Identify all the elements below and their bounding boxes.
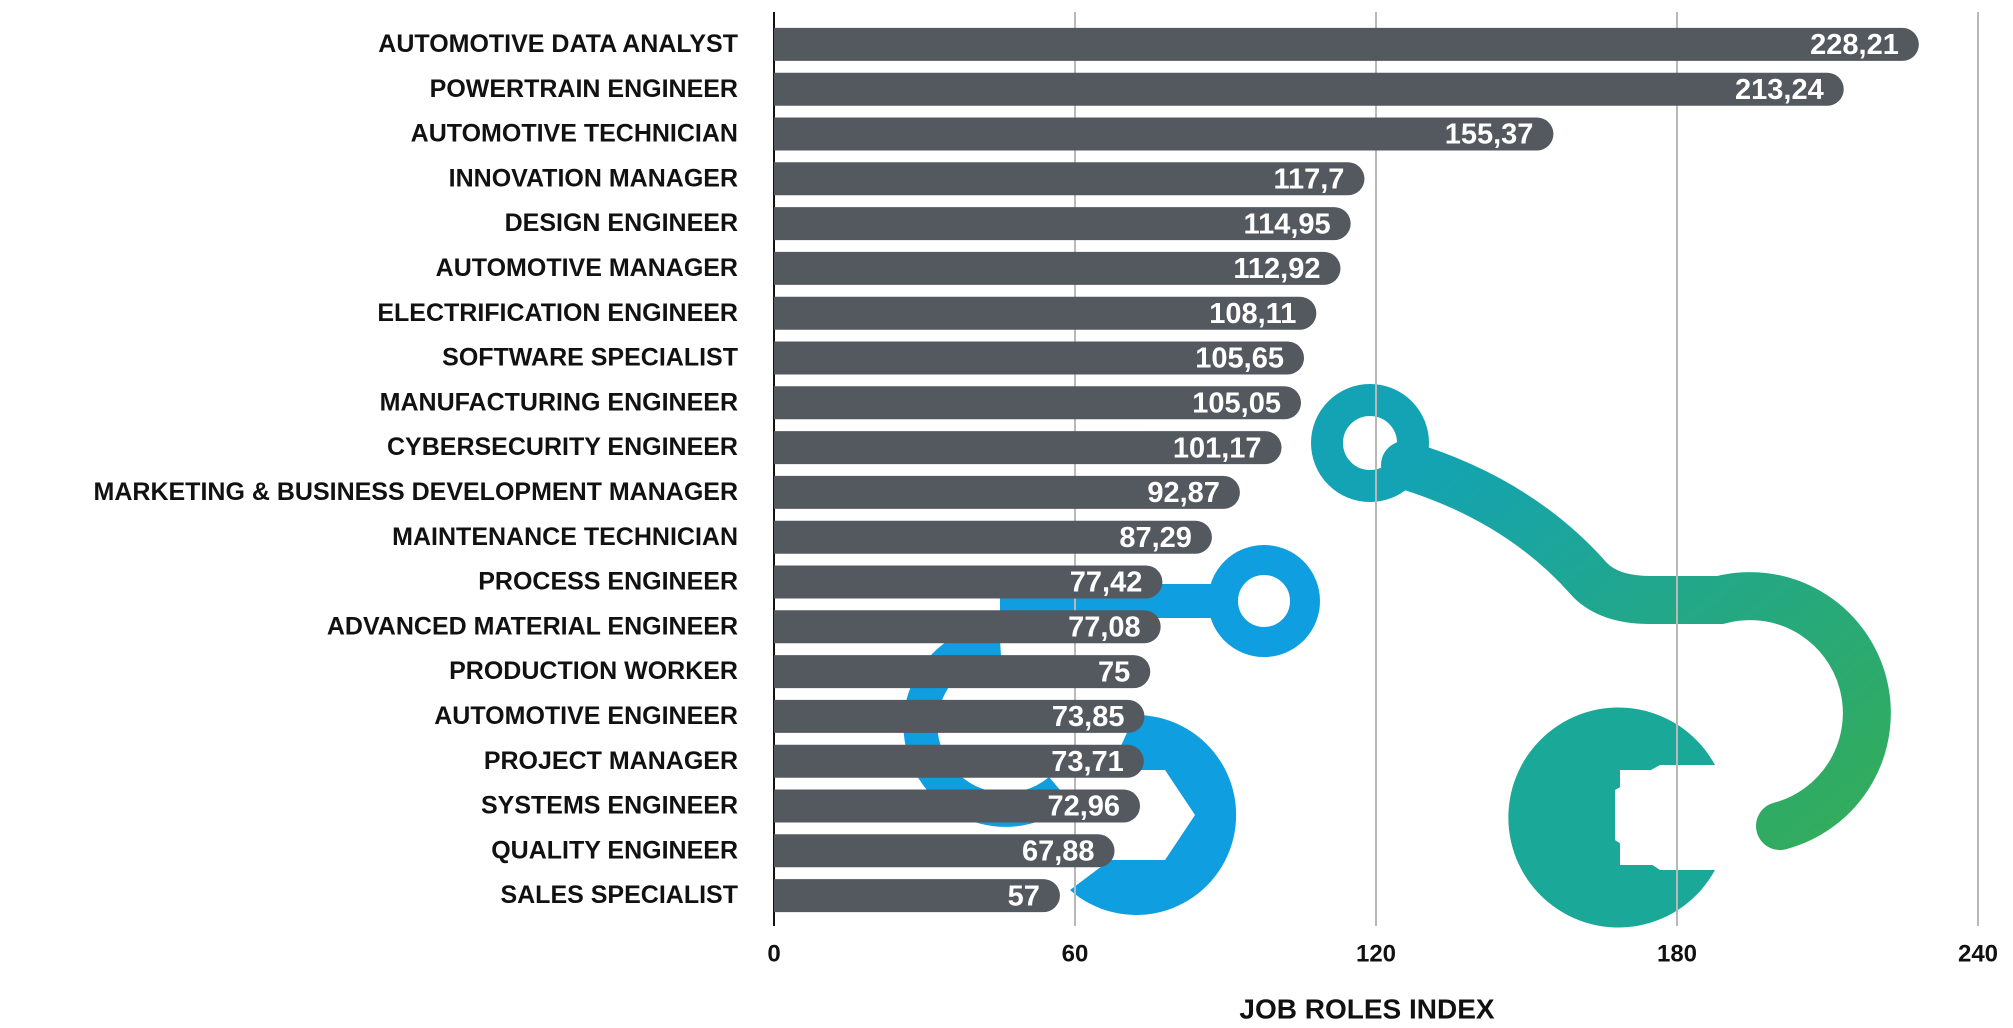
value-label: 101,17 (1173, 432, 1262, 464)
value-label: 105,65 (1195, 343, 1284, 375)
page: {"chart_data": {"type": "bar", "orientat… (0, 0, 2013, 1023)
bar (774, 28, 1919, 61)
value-label: 72,96 (1047, 791, 1120, 823)
value-label: 105,05 (1192, 387, 1281, 419)
bar (774, 655, 1150, 688)
y-tick-label: QUALITY ENGINEER (491, 836, 738, 864)
x-tick-label: 120 (1356, 940, 1396, 967)
bar (774, 118, 1553, 151)
wrench-notch (1620, 770, 1680, 865)
y-tick-label: CYBERSECURITY ENGINEER (387, 433, 738, 461)
x-tick-label: 0 (767, 940, 780, 967)
y-tick-label: ELECTRIFICATION ENGINEER (377, 299, 738, 327)
y-tick-label: MANUFACTURING ENGINEER (380, 388, 738, 416)
value-label: 213,24 (1735, 74, 1824, 106)
y-tick-label: AUTOMOTIVE ENGINEER (434, 702, 738, 730)
y-tick-label: PROCESS ENGINEER (478, 568, 738, 596)
value-label: 73,85 (1052, 701, 1125, 733)
x-tick-label: 180 (1657, 940, 1697, 967)
value-label: 67,88 (1022, 835, 1095, 867)
y-tick-label: MARKETING & BUSINESS DEVELOPMENT MANAGER (94, 478, 738, 506)
y-tick-label: SALES SPECIALIST (500, 881, 738, 909)
x-tick-label: 240 (1958, 940, 1998, 967)
x-axis-title: JOB ROLES INDEX (1239, 993, 1494, 1023)
value-label: 57 (1008, 880, 1040, 912)
y-tick-label: SOFTWARE SPECIALIST (442, 344, 738, 372)
y-tick-label: DESIGN ENGINEER (505, 209, 738, 237)
chart: 0 60 120 180 240 JOB ROLES INDEX AUTOMOTIVE DA… (0, 0, 2013, 1023)
value-label: 75 (1098, 656, 1130, 688)
y-tick-label: AUTOMOTIVE MANAGER (436, 254, 738, 282)
value-label: 73,71 (1051, 746, 1124, 778)
y-tick-label: ADVANCED MATERIAL ENGINEER (327, 612, 738, 640)
value-label: 117,7 (1273, 163, 1344, 195)
value-label: 114,95 (1244, 208, 1331, 240)
value-label: 228,21 (1810, 29, 1899, 61)
y-tick-label: POWERTRAIN ENGINEER (430, 75, 738, 103)
value-label: 155,37 (1445, 119, 1534, 151)
y-tick-label: AUTOMOTIVE TECHNICIAN (411, 120, 738, 148)
y-tick-label: PROJECT MANAGER (484, 747, 738, 775)
value-label: 112,92 (1233, 253, 1320, 285)
blue-ring (1223, 560, 1305, 642)
y-tick-label: MAINTENANCE TECHNICIAN (392, 523, 738, 551)
value-label: 92,87 (1147, 477, 1220, 509)
value-label: 77,08 (1068, 611, 1141, 643)
value-label: 77,42 (1070, 567, 1143, 599)
y-tick-label: PRODUCTION WORKER (449, 657, 738, 685)
y-tick-label: AUTOMOTIVE DATA ANALYST (378, 30, 738, 58)
bar (774, 73, 1844, 106)
value-label: 87,29 (1119, 522, 1192, 554)
y-tick-label: SYSTEMS ENGINEER (481, 792, 738, 820)
teal-wrench (1508, 708, 1715, 928)
y-tick-label: INNOVATION MANAGER (449, 164, 738, 192)
x-tick-label: 60 (1062, 940, 1089, 967)
value-label: 108,11 (1209, 298, 1296, 330)
